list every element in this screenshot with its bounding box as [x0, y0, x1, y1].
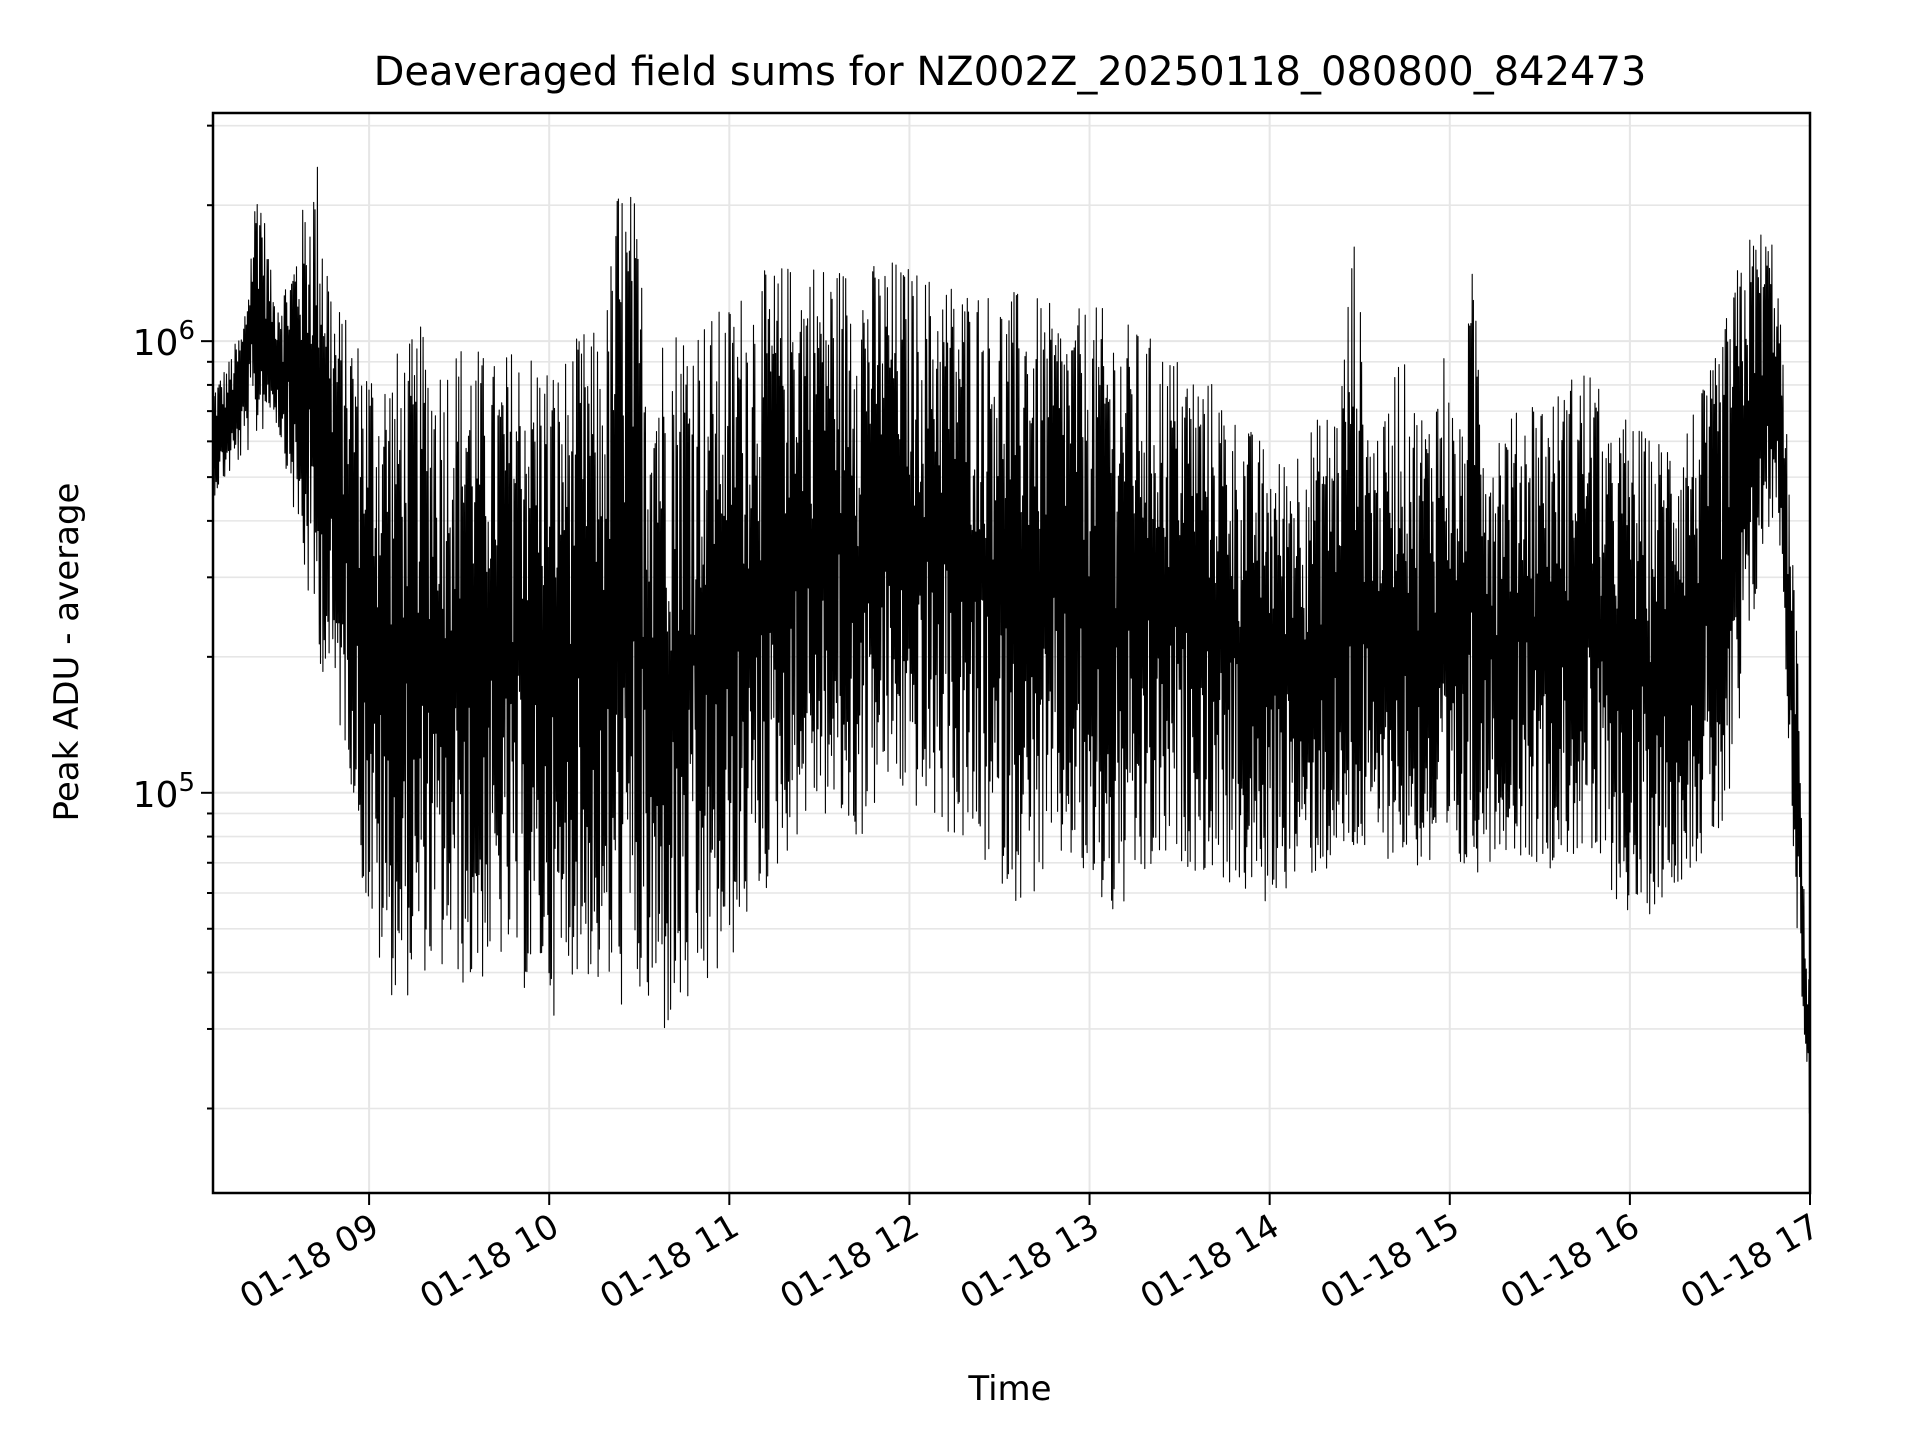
y-axis-label: Peak ADU - average [47, 483, 87, 822]
series-line [212, 166, 1811, 1114]
plot-area [212, 166, 1811, 1114]
chart-title: Deaveraged field sums for NZ002Z_2025011… [374, 49, 1647, 95]
x-axis-label: Time [967, 1369, 1051, 1409]
axes-frame [211, 111, 1812, 1195]
y-tick-label: 106 [133, 316, 195, 364]
y-tick-label: 105 [133, 768, 195, 816]
y-axis: 105 106 [133, 124, 213, 1110]
